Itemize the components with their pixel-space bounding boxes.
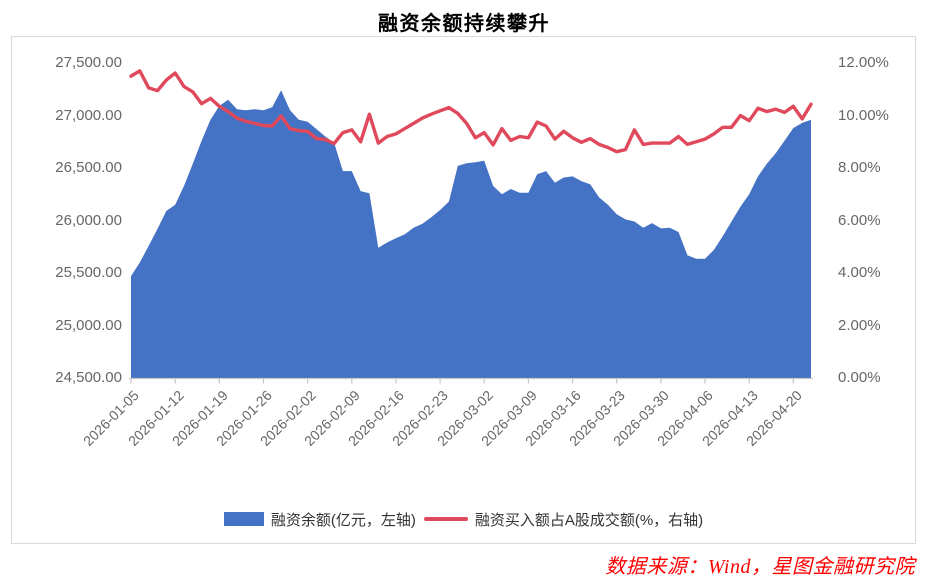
chart-box: 27,500.00 27,000.00 26,500.00 26,000.00 25,5… xyxy=(11,36,916,544)
legend-swatch-line-icon xyxy=(423,517,468,521)
plot-svg xyxy=(129,69,813,384)
y-tick-label-left: 27,500.00 xyxy=(55,54,122,71)
legend-swatch-area-icon xyxy=(223,512,264,526)
chart-title: 融资余额持续攀升 xyxy=(378,13,550,35)
y-tick-label-left: 25,500.00 xyxy=(55,264,122,281)
y-tick-label-right: 0.00% xyxy=(838,369,881,386)
y-tick-label-right: 4.00% xyxy=(838,264,881,281)
y-tick-label-right: 6.00% xyxy=(838,211,881,229)
legend-label: 融资买入额占A股成交额(%，右轴) xyxy=(474,511,704,529)
y-tick-label-left: 27,000.00 xyxy=(55,106,122,124)
y-tick-label-left: 25,000.00 xyxy=(55,316,122,334)
legend-label: 融资余额(亿元，左轴) xyxy=(270,511,416,529)
line-series-buy-ratio xyxy=(129,69,813,154)
area-series-financing-balance xyxy=(131,90,811,379)
y-tick-label-right: 2.00% xyxy=(838,316,881,334)
legend: 融资余额(亿元，左轴) 融资买入额占A股成交额(%，右轴) xyxy=(12,507,915,531)
y-tick-label-left: 26,000.00 xyxy=(55,211,122,229)
y-tick-label-right: 8.00% xyxy=(838,159,881,176)
y-tick-label-left: 26,500.00 xyxy=(55,159,122,176)
y-tick-label-right: 10.00% xyxy=(838,106,889,124)
y-tick-label-left: 24,500.00 xyxy=(55,369,122,386)
legend-item: 融资买入额占A股成交额(%，右轴) xyxy=(423,509,704,530)
legend-item: 融资余额(亿元，左轴) xyxy=(223,509,416,530)
source-note: 数据来源：Wind，星图金融研究院 xyxy=(605,556,915,578)
y-tick-label-right: 12.00% xyxy=(838,54,889,71)
